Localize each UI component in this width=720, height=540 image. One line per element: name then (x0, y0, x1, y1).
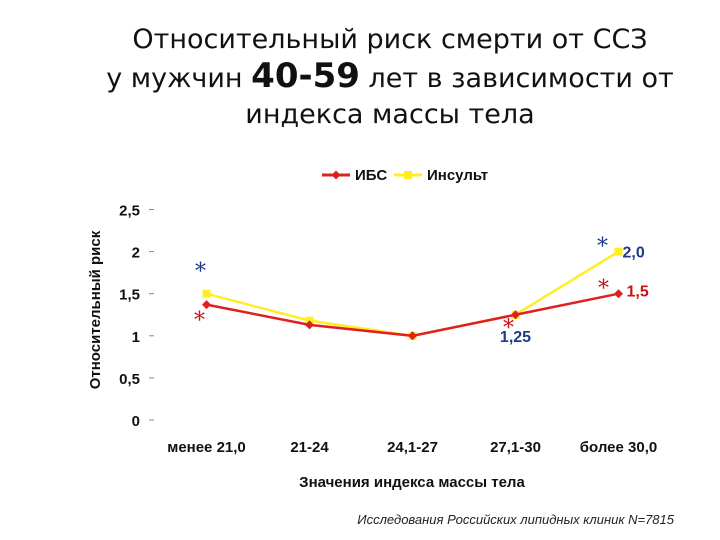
title-line-2-prefix: у мужчин (106, 63, 252, 94)
significance-asterisk: * (503, 316, 514, 341)
data-point-ibs (408, 331, 417, 341)
data-point-stroke (202, 289, 211, 298)
x-tick-label: 24,1-27 (387, 439, 438, 456)
y-tick-label: 1,5 (119, 287, 140, 304)
legend-label: ИБС (355, 167, 387, 184)
y-tick-label: 1 (132, 329, 140, 346)
title-line-2-suffix: лет в зависимости от (359, 63, 674, 94)
data-label: 1,5 (627, 284, 649, 301)
data-point-ibs (305, 320, 314, 330)
significance-asterisk: * (597, 235, 608, 260)
title-line-3: индекса массы тела (245, 99, 535, 130)
significance-asterisk: * (195, 260, 206, 285)
data-point-ibs (202, 300, 211, 310)
x-tick-label: 21-24 (290, 439, 329, 456)
y-axis-label: Относительный риск (87, 230, 104, 389)
series-line-stroke (206, 250, 620, 338)
data-label: 2,0 (623, 245, 645, 262)
legend-label: Инсульт (427, 167, 488, 184)
data-label: 1,25 (500, 329, 531, 346)
title-age-range: 40-59 (251, 56, 360, 96)
y-tick-label: 2,5 (119, 203, 140, 220)
x-axis-label: Значения индекса массы тела (299, 474, 525, 491)
x-tick-label: 27,1-30 (490, 439, 541, 456)
series-line-ibs (206, 292, 619, 338)
y-tick-label: 0 (132, 413, 140, 430)
chart-title: Относительный риск смерти от ССЗ у мужчи… (60, 22, 720, 133)
significance-asterisk: * (194, 309, 205, 334)
data-point-ibs (511, 310, 520, 320)
legend-marker (404, 171, 412, 179)
data-point-stroke (614, 247, 623, 256)
significance-asterisk: * (598, 277, 609, 302)
footnote: Исследования Российских липидных клиник … (357, 512, 674, 527)
data-point-ibs (614, 289, 623, 299)
x-tick-label: менее 21,0 (167, 439, 246, 456)
y-tick-label: 0,5 (119, 371, 140, 388)
legend-marker (331, 170, 341, 180)
x-tick-label: более 30,0 (580, 439, 657, 456)
title-line-2: у мужчин 40-59 лет в зависимости от (60, 58, 720, 97)
title-line-1: Относительный риск смерти от ССЗ (132, 24, 648, 55)
y-tick-label: 2 (132, 245, 140, 262)
